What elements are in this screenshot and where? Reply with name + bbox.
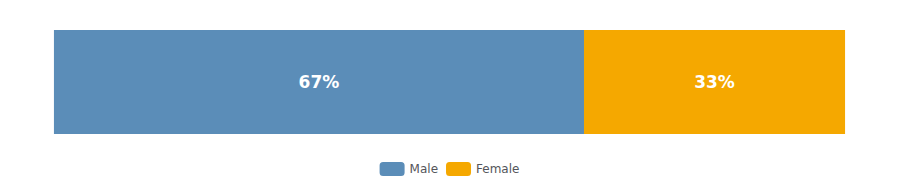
- svg-text:Male: Male: [410, 162, 438, 176]
- svg-text:Female: Female: [476, 162, 519, 176]
- svg-text:33%: 33%: [694, 72, 735, 92]
- svg-text:67%: 67%: [299, 72, 340, 92]
